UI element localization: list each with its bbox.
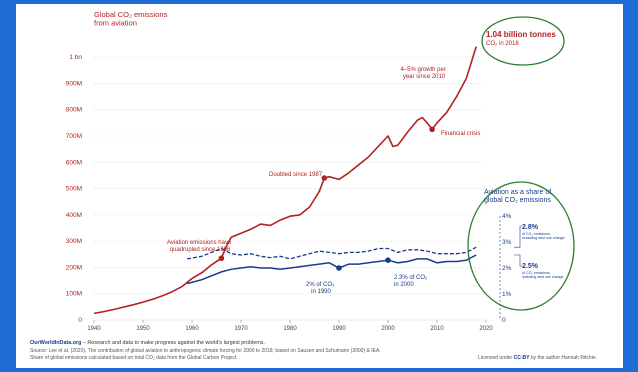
footer-source: Source: Lee et al. (2020). The contribut…	[30, 348, 381, 354]
end-label-including-value: 2.5%	[522, 263, 539, 270]
license-prefix: Licensed under	[478, 355, 514, 361]
highlight-points	[218, 126, 435, 271]
series-lines	[93, 46, 477, 315]
share-tick-label: 1%	[502, 291, 512, 298]
share-tick-label: 3%	[502, 239, 512, 246]
y-tick-label: 300M	[66, 238, 82, 245]
highlight-point	[218, 255, 225, 262]
y-tick-label: 600M	[66, 159, 82, 166]
y-tick-label: 400M	[66, 212, 82, 219]
total-emissions-sub: CO₂ in 2018	[486, 41, 519, 47]
annotation-growth: 4–5% growth per year since 2010	[400, 67, 447, 80]
total-emissions-oval	[481, 16, 565, 66]
highlight-point	[321, 175, 328, 181]
x-axis-tick-labels: 1940 1950 1960 1970 1980 1990 2000 2010 2020	[87, 326, 493, 332]
y-tick-label: 200M	[66, 264, 82, 271]
y-tick-label: 1 bn	[69, 54, 82, 61]
end-label-including-desc: of CO₂ emissions, including land use cha…	[522, 271, 564, 279]
x-tick-label: 1980	[283, 326, 297, 332]
annotation-share-1990: 2% of CO₂ in 1990	[306, 282, 336, 295]
x-tick-label: 1990	[332, 326, 346, 332]
footer-brand-line: OurWorldInData.org – Research and data t…	[30, 340, 265, 346]
annotation-financial-crisis: Financial crisis	[441, 131, 480, 137]
footer-share-note: Share of global emissions calculated bas…	[30, 355, 238, 361]
license-suffix: by the author Hannah Ritchie.	[529, 355, 597, 361]
y-tick-label: 0	[78, 317, 82, 324]
share-tick-label: 4%	[502, 213, 512, 220]
end-label-excluding-desc: of CO₂ emissions, excluding land use cha…	[522, 232, 565, 240]
share-excluding-land-use-line	[186, 246, 477, 260]
share-axis-title: Aviation as a share of global CO₂ emissi…	[484, 189, 553, 204]
x-tick-label: 1960	[185, 326, 199, 332]
aviation-emissions-chart: 0 100M 200M 300M 400M 500M 600M 700M 800M 900M 1 b…	[66, 10, 575, 332]
y-tick-label: 900M	[66, 80, 82, 87]
x-tick-label: 1940	[87, 326, 101, 332]
annotation-quadrupled: Aviation emissions have quadrupled since…	[167, 240, 233, 253]
highlight-point	[385, 257, 391, 263]
y-tick-label: 100M	[66, 291, 82, 298]
share-axis-oval	[467, 181, 575, 311]
y-tick-label: 500M	[66, 186, 82, 193]
footer-brand[interactable]: OurWorldInData.org	[30, 340, 82, 346]
y-axis-tick-labels: 0 100M 200M 300M 400M 500M 600M 700M 800M 900M 1 b…	[66, 54, 83, 324]
end-label-connector	[514, 225, 522, 248]
x-tick-label: 2000	[381, 326, 395, 332]
highlight-point	[336, 265, 342, 271]
x-tick-label: 1970	[234, 326, 248, 332]
license-cc-link[interactable]: CC-BY	[513, 355, 530, 361]
annotation-share-2000: 2.3% of CO₂ in 2000	[394, 275, 429, 288]
annotation-doubled: Doubled since 1987	[269, 172, 323, 178]
x-tick-label: 1950	[136, 326, 150, 332]
y-tick-label: 700M	[66, 133, 82, 140]
x-tick-label: 2010	[430, 326, 444, 332]
chart-title: Global CO₂ emissions from aviation	[94, 10, 169, 28]
share-axis: 0 1% 2% 3% 4%	[499, 213, 522, 324]
share-tick-label: 2%	[502, 265, 512, 272]
highlight-point	[429, 126, 435, 133]
emissions-series-line	[93, 46, 477, 315]
end-label-excluding-value: 2.8%	[522, 224, 539, 231]
footer-tagline: – Research and data to make progress aga…	[81, 340, 265, 346]
x-tick-label: 2020	[479, 326, 493, 332]
share-including-land-use-line	[186, 254, 477, 285]
chart-frame: 0 100M 200M 300M 400M 500M 600M 700M 800M 900M 1 b…	[16, 4, 623, 368]
end-label-connector	[514, 254, 522, 267]
grid-lines	[93, 56, 487, 323]
share-tick-label: 0	[502, 317, 506, 324]
footer-license: Licensed under CC-BY by the author Hanna…	[478, 355, 597, 361]
y-tick-label: 800M	[66, 107, 82, 114]
total-emissions-value: 1.04 billion tonnes	[486, 30, 556, 39]
